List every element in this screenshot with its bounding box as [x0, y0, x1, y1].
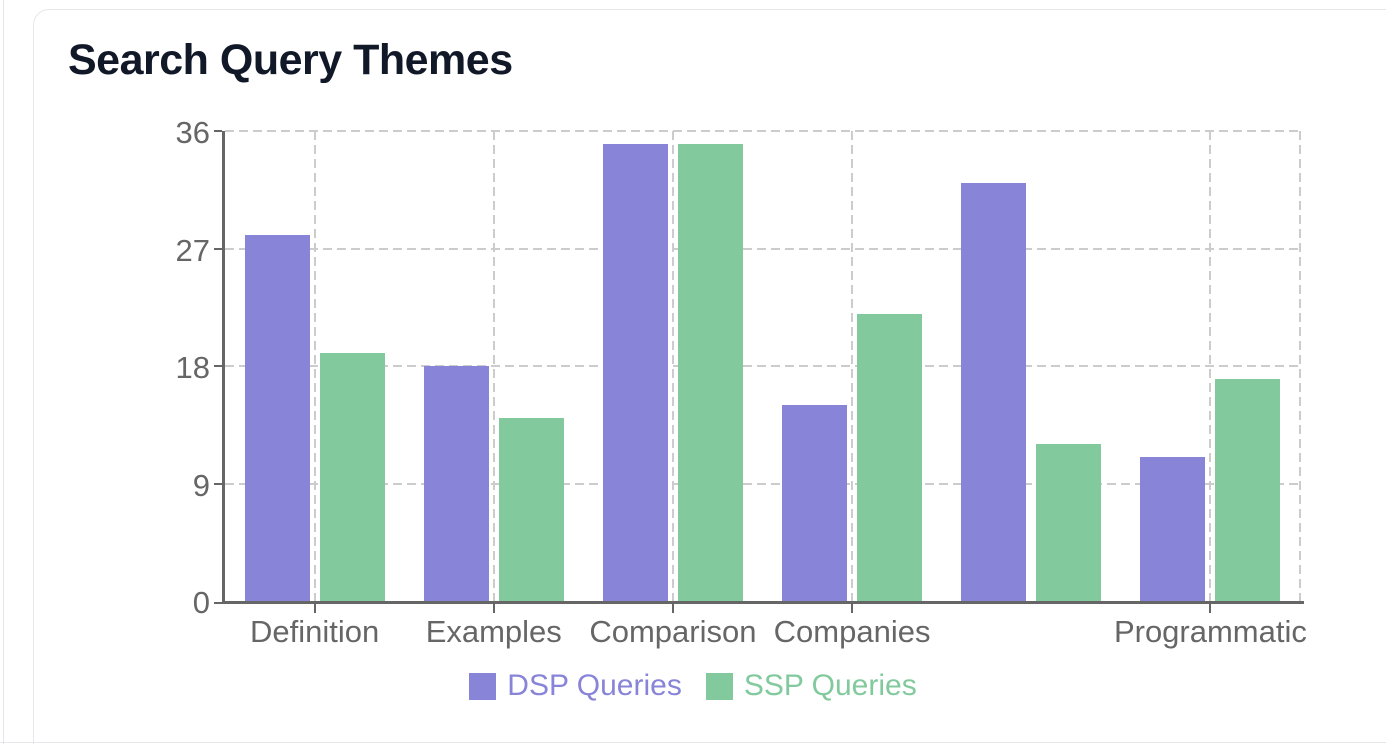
y-tick-label: 9: [192, 467, 210, 503]
legend-label: DSP Queries: [507, 669, 682, 702]
legend-swatch: [705, 672, 733, 700]
gridline-vertical: [313, 131, 316, 601]
legend-item: DSP Queries: [469, 671, 682, 701]
bar[interactable]: [1036, 444, 1102, 601]
y-tick-label: 27: [175, 232, 210, 268]
x-tick-label: Companies: [773, 614, 931, 649]
bar[interactable]: [1140, 457, 1206, 601]
bar[interactable]: [498, 418, 564, 601]
gridline-horizontal: [225, 247, 1300, 250]
x-axis-line: [222, 601, 1304, 604]
bar[interactable]: [677, 144, 743, 601]
x-tick-label: Definition: [249, 614, 380, 649]
bar[interactable]: [857, 313, 923, 601]
legend-swatch: [469, 672, 497, 700]
bar[interactable]: [1215, 379, 1281, 601]
bar[interactable]: [961, 183, 1027, 601]
bar[interactable]: [423, 366, 489, 601]
gridline-horizontal: [225, 130, 1300, 132]
page-title: Search Query Themes: [68, 36, 513, 84]
bottom-divider: [0, 742, 1386, 743]
y-tick: [214, 130, 222, 132]
y-axis-line: [222, 131, 225, 604]
gridline-vertical: [1209, 131, 1212, 601]
x-tick: [492, 604, 495, 613]
bar[interactable]: [244, 235, 310, 601]
x-tick: [1209, 604, 1212, 613]
bar[interactable]: [782, 405, 848, 601]
gridline-vertical: [1299, 131, 1301, 601]
gridline-horizontal: [225, 482, 1300, 485]
bar[interactable]: [602, 144, 668, 601]
legend: DSP Queries SSP Queries: [0, 671, 1386, 701]
gridline-vertical: [671, 131, 674, 601]
y-tick: [214, 247, 222, 250]
y-tick-label: 18: [175, 350, 210, 385]
y-tick: [214, 365, 222, 367]
x-tick: [671, 604, 674, 613]
x-tick: [313, 604, 316, 613]
y-tick: [214, 601, 222, 604]
gridline-vertical: [492, 131, 495, 601]
legend-label: SSP Queries: [743, 669, 917, 702]
left-divider: [3, 0, 4, 744]
y-tick-label: 36: [175, 115, 210, 150]
x-tick-label: Comparison: [589, 614, 757, 649]
x-tick-label: Examples: [425, 614, 562, 649]
bar[interactable]: [319, 352, 385, 601]
x-tick-label: Programmatic: [1113, 614, 1307, 649]
x-tick: [851, 604, 854, 613]
gridline-vertical: [851, 131, 854, 601]
gridline-horizontal: [225, 365, 1300, 367]
y-tick: [214, 482, 222, 485]
y-tick-label: 0: [192, 585, 210, 620]
legend-item: SSP Queries: [705, 669, 917, 702]
